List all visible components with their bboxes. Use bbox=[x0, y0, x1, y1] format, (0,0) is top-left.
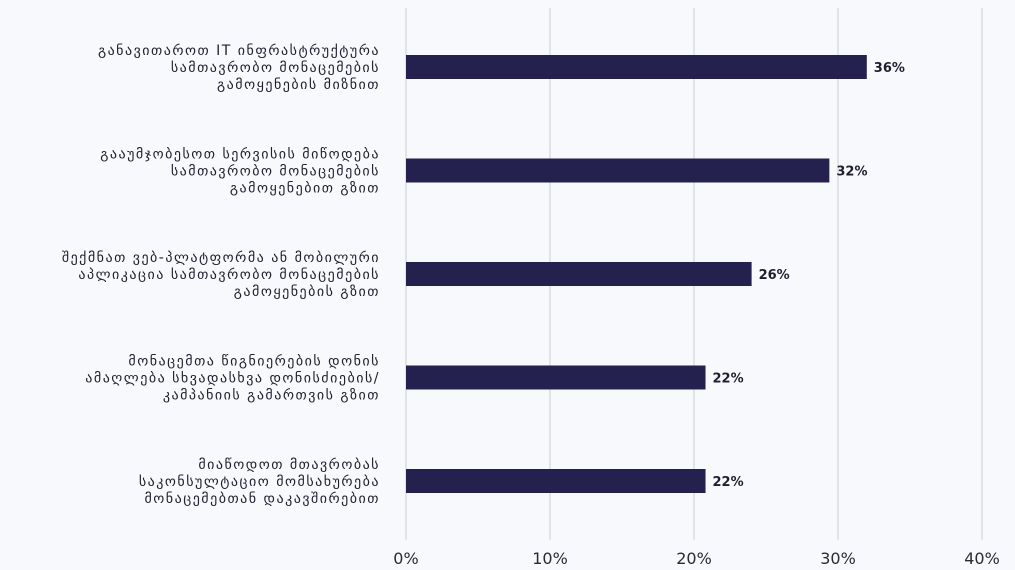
bar bbox=[406, 55, 867, 79]
category-label: განავითაროთ IT ინფრასტრუქტურა bbox=[98, 42, 380, 59]
category-label: სამთავრობო მონაცემების bbox=[171, 59, 380, 76]
category-label: კამპანიის გამართვის გზით bbox=[163, 387, 380, 404]
x-tick-label: 10% bbox=[532, 549, 568, 568]
bar-value-label: 22% bbox=[713, 372, 744, 387]
category-label: აპლიკაცია სამთავრობო მონაცემების bbox=[78, 266, 380, 283]
category-label: ამაღლება სხვადასხვა დონისძიების/ bbox=[85, 371, 380, 387]
bar bbox=[406, 469, 706, 493]
x-tick-label: 40% bbox=[964, 549, 1000, 568]
bar bbox=[406, 158, 830, 183]
bar-value-label: 32% bbox=[836, 165, 867, 180]
category-label: საკონსულტაციო მომსახურება bbox=[139, 473, 380, 490]
category-label: შექმნათ ვებ-პლატფორმა ან მობილური bbox=[62, 249, 380, 266]
bar-value-label: 22% bbox=[713, 475, 744, 490]
bar bbox=[406, 365, 706, 390]
x-tick-label: 20% bbox=[676, 549, 712, 568]
bar bbox=[406, 262, 752, 286]
category-label: გამოყენების გზით bbox=[234, 284, 380, 300]
category-label: მიაწოდოთ მთავრობას bbox=[198, 456, 380, 473]
category-label: გააუმჯობესოთ სერვისის მიწოდება bbox=[100, 146, 380, 163]
bar-value-label: 36% bbox=[874, 61, 905, 76]
x-tick-label: 0% bbox=[393, 549, 418, 568]
category-label: სამთავრობო მონაცემების bbox=[171, 163, 380, 180]
bar-value-label: 26% bbox=[759, 268, 790, 283]
category-label: გამოყენებით გზით bbox=[230, 181, 380, 197]
category-label: მონაცემთა წიგნიერების დონის bbox=[128, 353, 380, 370]
category-label: გამოყენების მიზნით bbox=[217, 77, 380, 93]
x-tick-label: 30% bbox=[820, 549, 856, 568]
category-label: მონაცემებთან დაკავშირებით bbox=[144, 490, 380, 507]
